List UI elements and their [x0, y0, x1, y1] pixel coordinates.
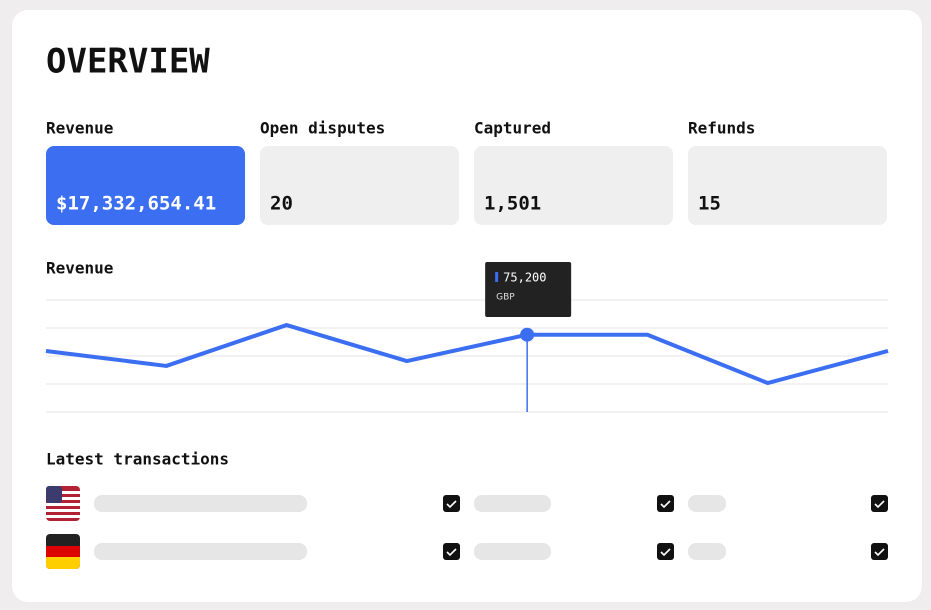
card	[12, 10, 922, 602]
transactions-title: Latest transactions	[46, 450, 229, 469]
grid	[46, 299, 888, 413]
tooltip-unit: GBP	[496, 293, 515, 303]
stat-card	[688, 146, 887, 225]
stat-value: 15	[698, 193, 721, 215]
stat-value: 20	[270, 193, 293, 215]
transaction-row	[46, 534, 726, 569]
stat-label: Open disputes	[260, 119, 385, 138]
check-marks	[446, 500, 885, 557]
stat-card	[260, 146, 459, 225]
stat-value: 1,501	[484, 193, 541, 215]
tooltip	[485, 262, 572, 317]
stat-card	[46, 146, 245, 225]
stat-value: $17,332,654.41	[56, 193, 216, 215]
tooltip-swatch	[495, 272, 499, 282]
checkboxes[interactable]	[443, 495, 888, 560]
stat-label: Refunds	[688, 119, 755, 138]
page-title: OVERVIEW	[46, 42, 210, 82]
stat-label: Revenue	[46, 119, 113, 138]
stat-card	[474, 146, 673, 225]
stat-label: Captured	[474, 119, 551, 138]
revenue-line	[45, 323, 889, 386]
stats: Revenue $17,332,654.41 Open disputes 20 Capt…	[46, 119, 887, 225]
transaction-row	[46, 486, 726, 521]
chart: 75,200 GBP	[45, 262, 889, 412]
chart-title: Revenue	[46, 259, 113, 278]
hover-point	[520, 327, 535, 342]
tooltip-value: 75,200	[503, 271, 546, 285]
